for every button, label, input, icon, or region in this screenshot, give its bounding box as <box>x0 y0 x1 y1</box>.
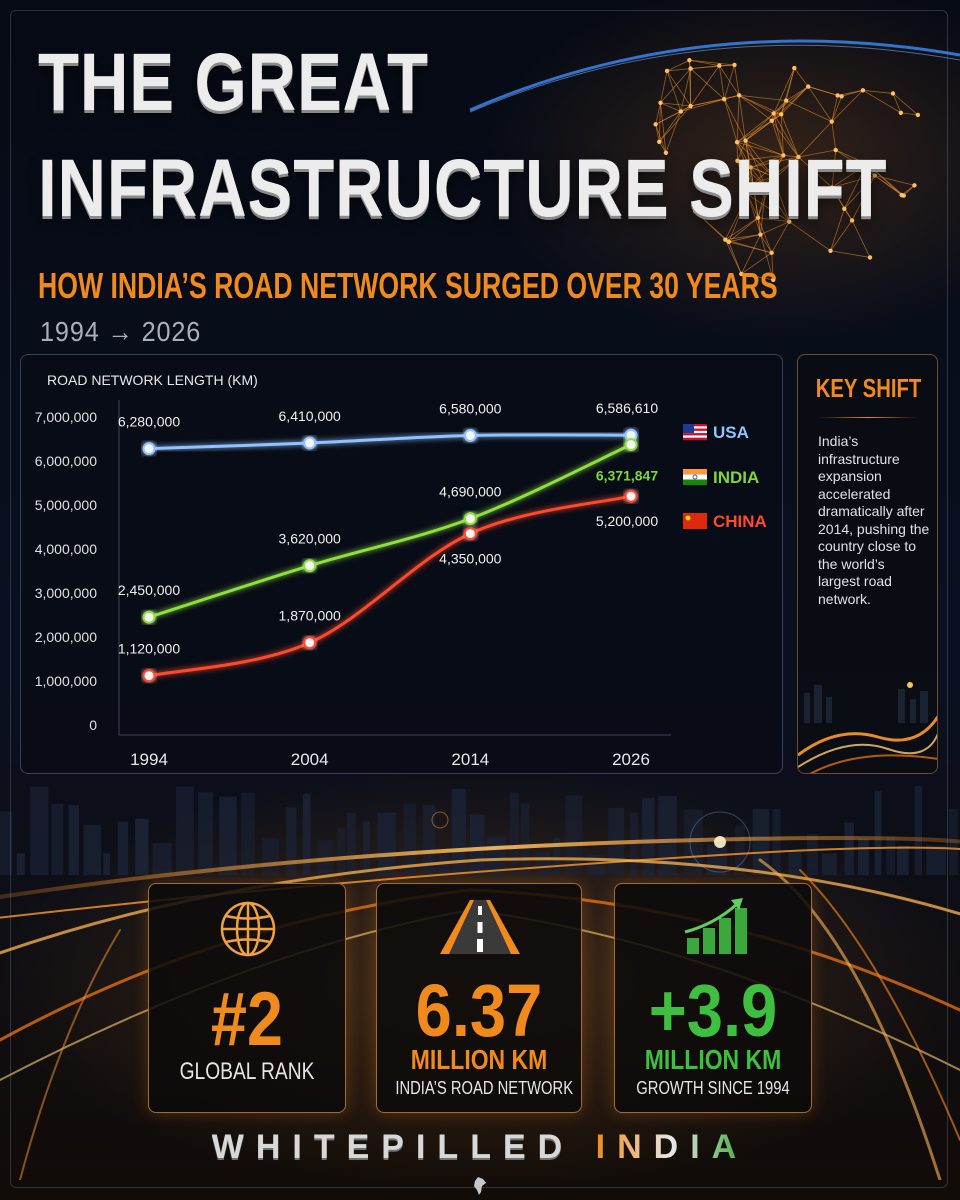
china-flag-icon <box>683 513 707 529</box>
legend-label-usa: USA <box>713 423 749 442</box>
globe-network-illustration <box>469 39 960 283</box>
data-label-india: 6,371,847 <box>596 468 658 484</box>
key-shift-panel: KEY SHIFT India’s infrastructure expansi… <box>797 354 938 774</box>
growth-caption: GROWTH SINCE 1994 <box>636 1078 790 1098</box>
data-label-india: 3,620,000 <box>279 531 341 547</box>
data-label-india: 4,690,000 <box>439 484 501 500</box>
y-tick-label: 0 <box>89 717 97 733</box>
global-rank-value: #2 <box>211 977 283 1062</box>
data-point-usa <box>463 428 477 442</box>
data-point-china <box>303 636 317 650</box>
data-label-usa: 6,410,000 <box>279 408 341 424</box>
legend-item-india: INDIA <box>683 468 759 487</box>
stat-card-global-rank: #2 GLOBAL RANK <box>148 883 346 1113</box>
data-label-india: 2,450,000 <box>118 582 180 598</box>
x-tick-label: 2014 <box>451 750 489 769</box>
data-point-india <box>463 512 477 526</box>
data-point-china <box>463 527 477 541</box>
data-label-usa: 6,580,000 <box>439 400 501 416</box>
year-range: 1994 → 2026 <box>40 316 202 347</box>
y-tick-label: 6,000,000 <box>35 453 97 469</box>
stat-card-road-network: 6.37 MILLION KM INDIA’S ROAD NETWORK <box>376 883 582 1113</box>
y-tick-label: 4,000,000 <box>35 541 97 557</box>
data-label-china: 1,120,000 <box>118 641 180 657</box>
data-point-china <box>624 489 638 503</box>
data-point-india <box>303 559 317 573</box>
x-tick-label: 1994 <box>130 750 168 769</box>
brand-part-2: INDIA <box>595 1128 749 1166</box>
key-shift-text: India’s infrastructure expansion acceler… <box>818 433 930 607</box>
legend-item-usa: USA <box>683 423 749 442</box>
brand-part-1: WHITEPILLED <box>211 1128 575 1166</box>
data-label-china: 4,350,000 <box>439 551 501 567</box>
growth-chart-icon <box>684 898 747 954</box>
highway-illustration <box>798 675 937 773</box>
y-axis-label: ROAD NETWORK LENGTH (KM) <box>47 372 258 388</box>
usa-flag-icon <box>683 424 707 441</box>
legend-item-china: CHINA <box>683 512 767 531</box>
data-label-usa: 6,586,610 <box>596 400 658 416</box>
y-tick-label: 7,000,000 <box>35 409 97 425</box>
data-label-china: 1,870,000 <box>279 608 341 624</box>
y-tick-label: 1,000,000 <box>35 673 97 689</box>
road-network-value: 6.37 <box>415 969 543 1052</box>
legend-label-india: INDIA <box>713 468 759 487</box>
growth-value: +3.9 <box>648 969 778 1052</box>
india-flag-icon <box>683 469 707 485</box>
subtitle: HOW INDIA’S ROAD NETWORK SURGED OVER 30 … <box>38 265 778 306</box>
data-point-usa <box>303 436 317 450</box>
key-shift-title: KEY SHIFT <box>815 373 922 403</box>
series-line-usa <box>148 433 632 451</box>
data-point-india <box>624 438 638 452</box>
india-map-icon <box>474 1177 486 1195</box>
y-tick-label: 5,000,000 <box>35 497 97 513</box>
title-line-2: INFRASTRUCTURE SHIFT <box>38 143 888 234</box>
series-line-china <box>148 494 632 678</box>
data-point-india <box>142 610 156 624</box>
data-point-china <box>142 669 156 683</box>
legend-label-china: CHINA <box>713 512 767 531</box>
key-shift-divider <box>818 417 918 418</box>
series-line-india <box>148 443 632 619</box>
data-label-usa: 6,280,000 <box>118 414 180 430</box>
global-rank-caption: GLOBAL RANK <box>179 1058 315 1085</box>
y-tick-label: 2,000,000 <box>35 629 97 645</box>
stat-card-growth: +3.9 MILLION KM GROWTH SINCE 1994 <box>614 883 812 1113</box>
growth-unit: MILLION KM <box>644 1044 782 1075</box>
x-tick-label: 2026 <box>612 750 650 769</box>
road-network-line-chart: ROAD NETWORK LENGTH (KM) 7,000,000 6,000,… <box>35 372 767 769</box>
x-tick-label: 2004 <box>291 750 329 769</box>
road-network-caption: INDIA’S ROAD NETWORK <box>395 1078 574 1098</box>
y-tick-label: 3,000,000 <box>35 585 97 601</box>
globe-icon <box>220 901 276 957</box>
data-point-usa <box>142 442 156 456</box>
data-label-china: 5,200,000 <box>596 513 658 529</box>
road-network-unit: MILLION KM <box>410 1044 548 1075</box>
road-icon <box>440 900 520 954</box>
chart-panel: ROAD NETWORK LENGTH (KM) 7,000,000 6,000,… <box>20 354 783 774</box>
brand-wordmark: WHITEPILLED INDIA <box>0 1128 960 1167</box>
title-line-1: THE GREAT <box>38 37 429 128</box>
